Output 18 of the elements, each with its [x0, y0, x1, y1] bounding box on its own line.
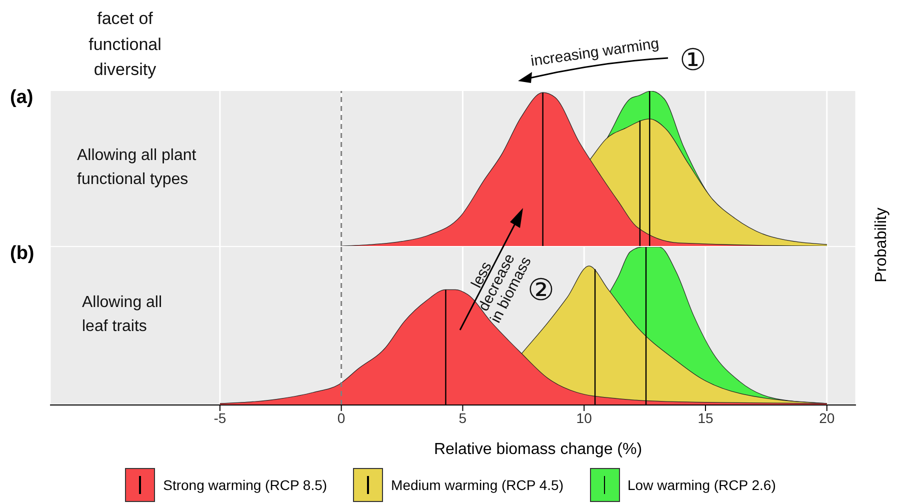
annotation: Allowing all leaf traits	[82, 293, 164, 337]
x-tick-label: 0	[337, 410, 346, 426]
x-tick-label: 20	[819, 410, 835, 426]
x-tick-label: -5	[214, 410, 226, 426]
annotation: Allowing all plant functional types	[77, 146, 197, 190]
text: ①	[678, 43, 708, 79]
legend-label: Low warming (RCP 2.6)	[628, 477, 776, 493]
chart-title: (b)	[10, 243, 34, 265]
legend-label: Strong warming (RCP 8.5)	[163, 477, 328, 493]
legend-label: Medium warming (RCP 4.5)	[391, 477, 564, 493]
x-tick-label: 10	[576, 410, 592, 426]
x-tick-label: 5	[458, 410, 467, 426]
chart-title: (a)	[10, 87, 34, 109]
x-axis-title: Relative biomass change (%)	[432, 441, 644, 459]
text: increasing warming	[528, 34, 662, 72]
text: facet of functional diversity	[88, 8, 162, 81]
y-axis-title: Probability	[873, 206, 891, 284]
x-tick-label: 15	[698, 410, 714, 426]
